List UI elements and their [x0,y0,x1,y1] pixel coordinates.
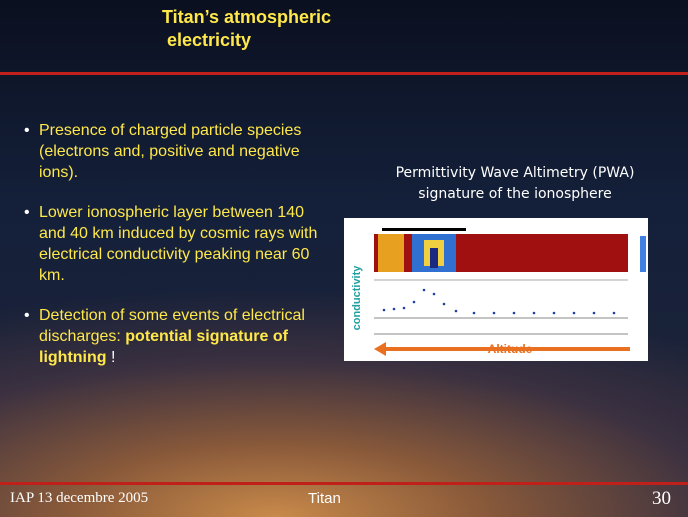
bullet-text: Presence of charged particle species (el… [39,122,302,181]
bullet-list: Presence of charged particle species (el… [24,120,324,387]
bar-marker [382,228,466,231]
title-line: Titan’s atmospheric [162,7,332,27]
x-label: Altitude [488,342,533,356]
title: Titan’s atmospheric electricity [162,6,331,52]
caption-line: signature of the ionosphere [418,186,612,202]
rule [0,72,688,75]
colorbar [640,236,646,272]
emphasis: potential signature of lightning [39,328,288,366]
heatmap-patch [430,248,438,268]
bullet: Detection of some events of electrical d… [24,305,324,368]
bullet: Lower ionospheric layer between 140 and … [24,202,324,286]
figure-caption: Permittivity Wave Altimetry (PWA) signat… [350,163,680,205]
title-line: electricity [167,30,252,50]
bullet-text: Detection of some events of electrical d… [39,307,305,345]
footer-center: Titan [308,490,341,507]
rule [0,482,688,485]
bullet: Presence of charged particle species (el… [24,120,324,183]
points [382,288,616,315]
caption-line: Permittivity Wave Altimetry (PWA) [395,165,635,181]
bullet-text: Lower ionospheric layer between 140 and … [39,204,318,284]
heatmap-patch [378,234,404,272]
y-label: conductivity [351,265,363,331]
page-number: 30 [652,488,671,509]
footer-left: IAP 13 decembre 2005 [10,490,149,506]
arrow-head [374,342,386,356]
bullet-end: ! [106,349,116,366]
figure: conductivity Altitude [344,218,648,361]
